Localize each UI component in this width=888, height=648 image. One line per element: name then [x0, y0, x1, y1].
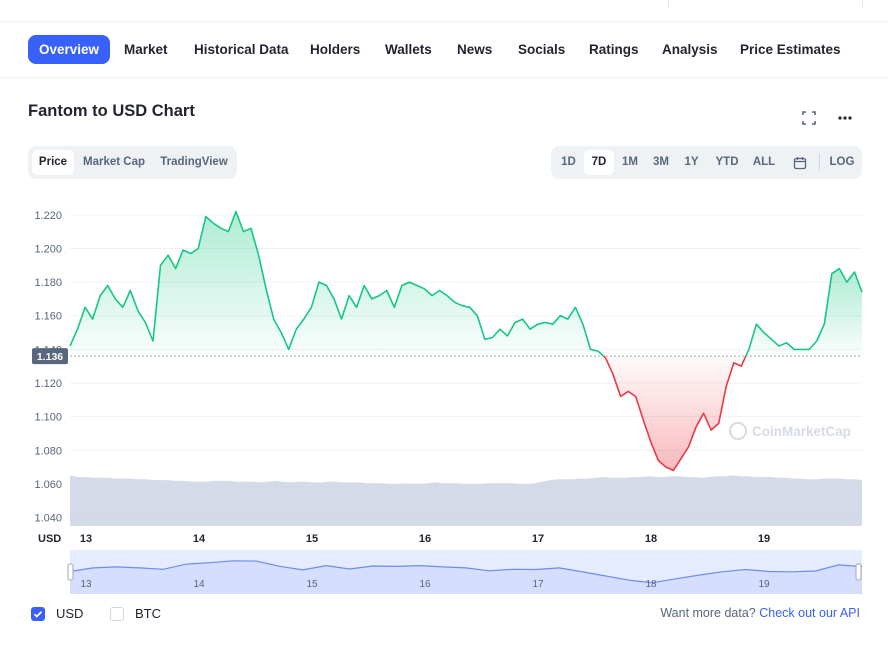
range-all[interactable]: ALL [752, 156, 776, 168]
tab-overview[interactable]: Overview [28, 35, 111, 64]
baseline-label: 1.136 [37, 351, 63, 363]
price-chart: 1.0401.0601.0801.1001.1201.1401.1601.180… [0, 190, 888, 600]
price-line-segment [603, 355, 747, 472]
usd-label: USD [56, 606, 84, 621]
watermark: CoinMarketCap [729, 422, 851, 440]
area-above-baseline [745, 268, 862, 357]
y-tick-label: 1.220 [34, 210, 62, 222]
tab-ratings[interactable]: Ratings [589, 42, 639, 57]
x-tick-label: 18 [645, 533, 657, 545]
tab-wallets[interactable]: Wallets [385, 42, 432, 57]
usd-checkbox[interactable] [31, 607, 45, 621]
navigator-tick-label: 19 [758, 579, 770, 590]
tab-price[interactable]: Price [32, 150, 74, 175]
y-tick-label: 1.200 [34, 243, 62, 255]
top-divider [862, 0, 863, 8]
fullscreen-button[interactable] [796, 105, 822, 131]
y-tick-label: 1.180 [34, 277, 62, 289]
x-tick-label: 15 [306, 533, 318, 545]
price-chart-svg: 1.0401.0601.0801.1001.1201.1401.1601.180… [32, 210, 863, 594]
time-range-switcher: 1D 7D 1M 3M 1Y YTD ALL LOG [551, 146, 862, 179]
y-tick-label: 1.080 [34, 445, 62, 457]
x-tick-label: 17 [532, 533, 544, 545]
btc-checkbox[interactable] [110, 607, 124, 621]
tab-holders[interactable]: Holders [310, 42, 361, 57]
tab-price-estimates[interactable]: Price Estimates [740, 42, 841, 57]
watermark-logo-icon [729, 422, 747, 440]
y-tick-label: 1.040 [34, 513, 62, 525]
navigator-tick-label: 17 [532, 579, 544, 590]
x-tick-label: 13 [80, 533, 92, 545]
y-tick-label: 1.060 [34, 479, 62, 491]
chart-legend: USD BTC Want more data? Check out our AP… [0, 600, 888, 630]
tab-socials[interactable]: Socials [518, 42, 566, 57]
api-prompt: Want more data? Check out our API [660, 606, 860, 620]
volume-area [70, 475, 862, 526]
navigator-area [70, 560, 862, 594]
tab-historical-data[interactable]: Historical Data [194, 42, 289, 57]
btc-label: BTC [135, 606, 161, 621]
log-scale-toggle[interactable]: LOG [829, 156, 855, 168]
fullscreen-icon [802, 111, 816, 125]
navigator-tick-label: 14 [193, 579, 205, 590]
y-tick-label: 1.120 [34, 378, 62, 390]
checkmark-icon [33, 611, 43, 618]
tab-market-cap[interactable]: Market Cap [83, 156, 145, 168]
area-above-baseline [70, 211, 604, 357]
y-tick-label: 1.100 [34, 412, 62, 424]
navigator-line [69, 560, 863, 584]
tab-analysis[interactable]: Analysis [662, 42, 718, 57]
price-line-segment [745, 267, 863, 357]
more-dots-icon [838, 116, 852, 120]
range-1d[interactable]: 1D [561, 156, 576, 168]
x-tick-label: 14 [193, 533, 206, 545]
calendar-button[interactable] [787, 150, 813, 175]
watermark-text: CoinMarketCap [752, 424, 851, 439]
calendar-icon [793, 156, 807, 169]
navigator-tick-label: 13 [80, 579, 92, 590]
y-axis-unit-label: USD [38, 533, 61, 545]
tab-tradingview[interactable]: TradingView [160, 156, 228, 168]
range-ytd[interactable]: YTD [715, 156, 739, 168]
top-divider [668, 0, 669, 8]
navigator-handle[interactable] [855, 563, 862, 581]
top-strip [0, 0, 888, 22]
range-divider [819, 154, 820, 171]
api-link[interactable]: Check out our API [759, 606, 860, 620]
range-7d[interactable]: 7D [584, 150, 614, 175]
navigator-tick-label: 15 [306, 579, 318, 590]
range-1y[interactable]: 1Y [684, 156, 699, 168]
navigator-tick-label: 18 [645, 579, 657, 590]
chart-type-switcher: Price Market Cap TradingView [28, 146, 237, 179]
section-nav: Overview Market Historical Data Holders … [0, 22, 888, 78]
y-tick-label: 1.160 [34, 311, 62, 323]
area-below-baseline [603, 356, 746, 471]
api-prompt-text: Want more data? [660, 606, 756, 620]
navigator-handle[interactable] [67, 563, 74, 581]
range-3m[interactable]: 3M [653, 156, 669, 168]
tab-news[interactable]: News [457, 42, 493, 57]
x-tick-label: 19 [758, 533, 770, 545]
chart-title: Fantom to USD Chart [28, 102, 195, 120]
tab-market[interactable]: Market [124, 42, 168, 57]
navigator-tick-label: 16 [419, 579, 431, 590]
baseline-badge [32, 348, 68, 365]
price-line-segment [69, 210, 605, 357]
x-tick-label: 16 [419, 533, 431, 545]
more-options-button[interactable] [832, 105, 858, 131]
range-1m[interactable]: 1M [622, 156, 638, 168]
